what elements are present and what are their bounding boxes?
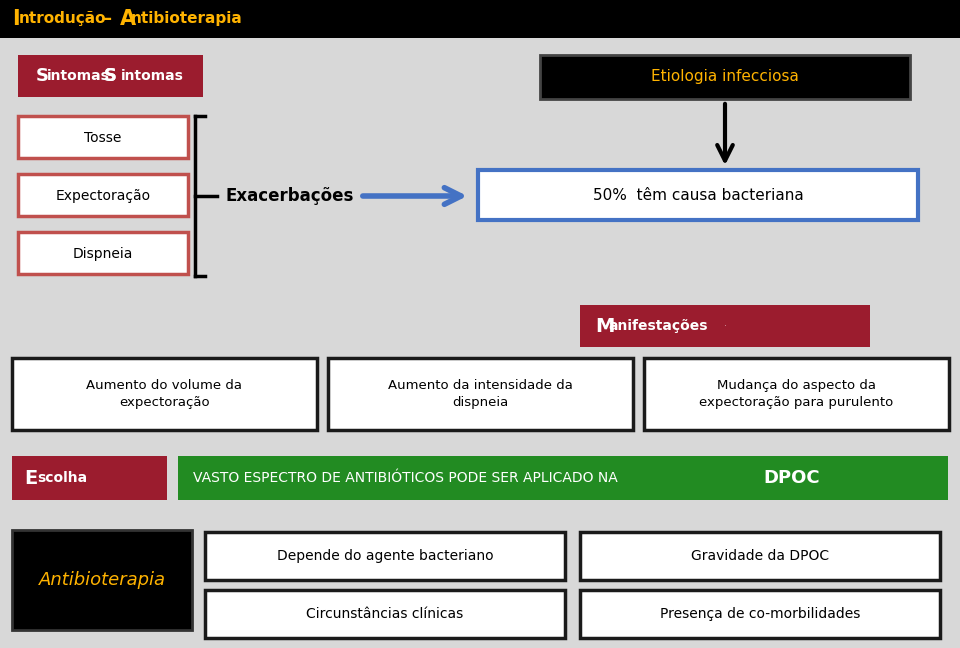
- Text: Antibioterapia: Antibioterapia: [38, 571, 165, 589]
- Text: intomas: intomas: [121, 69, 184, 83]
- Text: M: M: [595, 316, 614, 336]
- FancyBboxPatch shape: [478, 170, 918, 220]
- Text: Aumento do volume da
expectoração: Aumento do volume da expectoração: [86, 379, 243, 409]
- Text: Aumento da intensidade da
dispneia: Aumento da intensidade da dispneia: [388, 379, 573, 409]
- Text: 50%  têm causa bacteriana: 50% têm causa bacteriana: [592, 189, 804, 203]
- Text: Presença de co-morbilidades: Presença de co-morbilidades: [660, 607, 860, 621]
- FancyBboxPatch shape: [178, 456, 948, 500]
- Text: ntibioterapia: ntibioterapia: [131, 12, 243, 27]
- Text: VASTO ESPECTRO DE ANTIBIÓTICOS PODE SER APLICADO NA: VASTO ESPECTRO DE ANTIBIÓTICOS PODE SER …: [193, 471, 627, 485]
- Text: –: –: [103, 10, 112, 28]
- FancyBboxPatch shape: [580, 532, 940, 580]
- Text: intomas: intomas: [47, 69, 109, 83]
- FancyBboxPatch shape: [205, 532, 565, 580]
- Text: Exacerbações: Exacerbações: [226, 187, 354, 205]
- Text: M: M: [725, 325, 726, 327]
- Text: Circunstâncias clínicas: Circunstâncias clínicas: [306, 607, 464, 621]
- FancyBboxPatch shape: [18, 116, 188, 158]
- Text: S: S: [36, 67, 49, 85]
- Text: DPOC: DPOC: [763, 469, 820, 487]
- FancyBboxPatch shape: [18, 174, 188, 216]
- Text: E: E: [24, 469, 37, 487]
- Text: Dispneia: Dispneia: [73, 247, 133, 261]
- FancyBboxPatch shape: [0, 0, 960, 38]
- FancyBboxPatch shape: [18, 55, 203, 97]
- Text: scolha: scolha: [37, 471, 87, 485]
- FancyBboxPatch shape: [18, 55, 203, 97]
- Text: Gravidade da DPOC: Gravidade da DPOC: [691, 549, 829, 563]
- FancyBboxPatch shape: [328, 358, 633, 430]
- Text: anifestações: anifestações: [608, 319, 708, 333]
- Text: S: S: [104, 67, 116, 85]
- FancyBboxPatch shape: [12, 456, 167, 500]
- FancyBboxPatch shape: [580, 305, 870, 347]
- FancyBboxPatch shape: [644, 358, 949, 430]
- Text: I: I: [12, 9, 19, 29]
- Text: ntrodução: ntrodução: [19, 12, 107, 27]
- FancyBboxPatch shape: [580, 590, 940, 638]
- Text: Depende do agente bacteriano: Depende do agente bacteriano: [276, 549, 493, 563]
- Text: Tosse: Tosse: [84, 131, 122, 145]
- Text: Etiologia infecciosa: Etiologia infecciosa: [651, 69, 799, 84]
- FancyBboxPatch shape: [540, 55, 910, 99]
- FancyBboxPatch shape: [205, 590, 565, 638]
- Text: S: S: [104, 67, 117, 85]
- FancyBboxPatch shape: [12, 358, 317, 430]
- Text: A: A: [120, 9, 136, 29]
- FancyBboxPatch shape: [18, 232, 188, 274]
- FancyBboxPatch shape: [12, 530, 192, 630]
- Text: Mudança do aspecto da
expectoração para purulento: Mudança do aspecto da expectoração para …: [700, 379, 894, 409]
- Text: Expectoração: Expectoração: [56, 189, 151, 203]
